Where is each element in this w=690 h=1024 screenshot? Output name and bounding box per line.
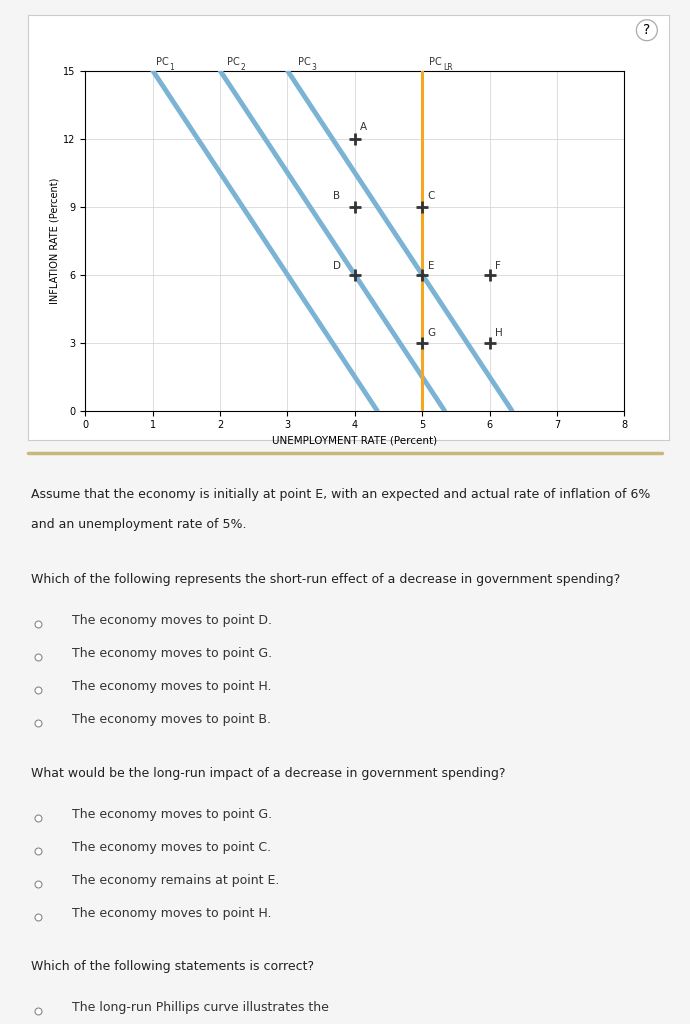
Text: The economy moves to point G.: The economy moves to point G.: [72, 647, 273, 660]
Text: The economy moves to point D.: The economy moves to point D.: [72, 614, 273, 628]
Text: ?: ?: [643, 24, 651, 37]
Text: The economy remains at point E.: The economy remains at point E.: [72, 873, 280, 887]
Text: The economy moves to point H.: The economy moves to point H.: [72, 906, 272, 920]
Text: and an unemployment rate of 5%.: and an unemployment rate of 5%.: [31, 518, 246, 530]
Text: The economy moves to point G.: The economy moves to point G.: [72, 808, 273, 820]
Text: What would be the long-run impact of a decrease in government spending?: What would be the long-run impact of a d…: [31, 767, 506, 779]
Text: The economy moves to point C.: The economy moves to point C.: [72, 841, 272, 854]
Text: The long-run Phillips curve illustrates the: The long-run Phillips curve illustrates …: [72, 1001, 329, 1014]
Text: Which of the following represents the short-run effect of a decrease in governme: Which of the following represents the sh…: [31, 573, 620, 587]
Text: Assume that the economy is initially at point E, with an expected and actual rat: Assume that the economy is initially at …: [31, 487, 651, 501]
Text: The economy moves to point B.: The economy moves to point B.: [72, 714, 271, 726]
Text: The economy moves to point H.: The economy moves to point H.: [72, 680, 272, 693]
Text: Which of the following statements is correct?: Which of the following statements is cor…: [31, 961, 314, 973]
